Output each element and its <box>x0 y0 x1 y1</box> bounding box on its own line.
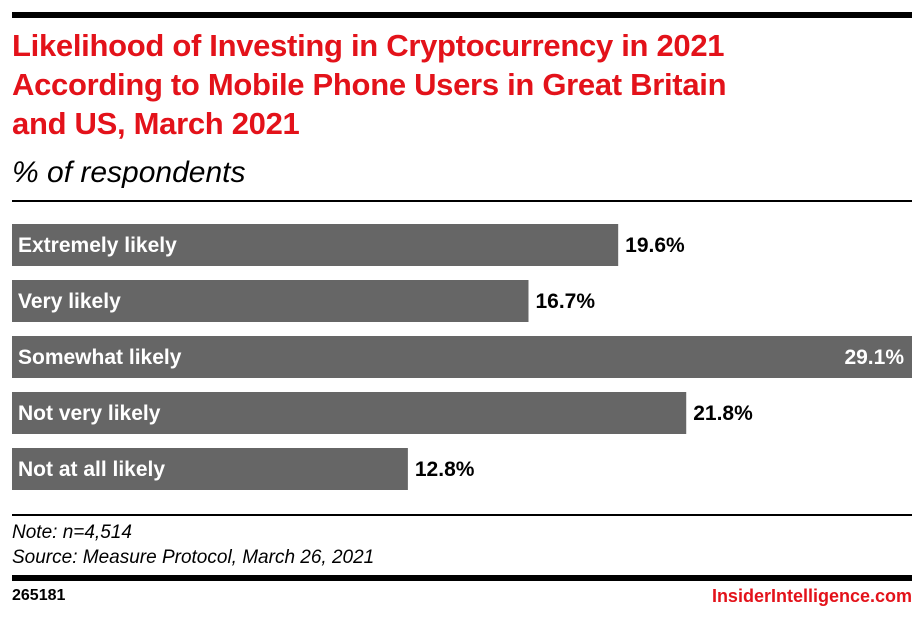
bar-chart: Extremely likely 19.6% Very likely 16.7% Som… <box>12 224 912 490</box>
chart-id: 265181 <box>12 587 66 604</box>
category-label: Somewhat likely <box>18 346 182 369</box>
title-line-1: Likelihood of Investing in Cryptocurrenc… <box>12 28 725 63</box>
note-text: Note: n=4,514 <box>12 522 132 543</box>
title-line-2: According to Mobile Phone Users in Great… <box>12 67 727 102</box>
notes-block: Note: n=4,514 Source: Measure Protocol, … <box>12 520 374 570</box>
bar-group: Not at all likely 12.8% <box>12 448 475 490</box>
notes-divider <box>12 514 912 516</box>
value-label: 12.8% <box>415 458 475 481</box>
bar <box>12 392 687 434</box>
category-label: Extremely likely <box>18 234 177 257</box>
value-label: 19.6% <box>625 234 685 257</box>
bar <box>12 280 529 322</box>
bar-group: Somewhat likely 29.1% <box>12 336 912 378</box>
category-label: Not very likely <box>18 402 161 425</box>
title-line-3: and US, March 2021 <box>12 106 300 141</box>
bar-group: Very likely 16.7% <box>12 280 595 322</box>
bar-group: Extremely likely 19.6% <box>12 224 685 266</box>
top-rule <box>12 12 912 18</box>
value-label: 29.1% <box>844 346 904 369</box>
category-label: Very likely <box>18 290 121 313</box>
footer-rule <box>12 575 912 581</box>
source-text: Source: Measure Protocol, March 26, 2021 <box>12 547 375 568</box>
chart-title: Likelihood of Investing in Cryptocurrenc… <box>12 26 912 143</box>
bar <box>12 336 912 378</box>
value-label: 16.7% <box>535 290 595 313</box>
bar <box>12 448 408 490</box>
category-label: Not at all likely <box>18 458 165 481</box>
value-label: 21.8% <box>693 402 753 425</box>
chart-subtitle: % of respondents <box>12 156 246 189</box>
header-divider <box>12 200 912 202</box>
bar <box>12 224 619 266</box>
brand-link[interactable]: InsiderIntelligence.com <box>711 586 912 606</box>
bar-group: Not very likely 21.8% <box>12 392 753 434</box>
